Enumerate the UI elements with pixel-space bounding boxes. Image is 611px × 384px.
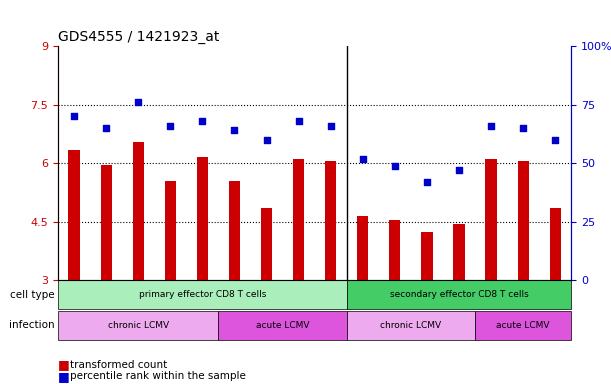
- Text: chronic LCMV: chronic LCMV: [380, 321, 442, 330]
- Bar: [347, 280, 571, 309]
- Point: [230, 127, 240, 134]
- Point: [294, 118, 304, 124]
- Bar: [357, 216, 368, 280]
- Text: infection: infection: [9, 320, 55, 331]
- Bar: [325, 161, 336, 280]
- Point: [69, 113, 79, 119]
- Point: [518, 125, 528, 131]
- Bar: [197, 157, 208, 280]
- Bar: [58, 280, 347, 309]
- Bar: [133, 142, 144, 280]
- Text: acute LCMV: acute LCMV: [256, 321, 309, 330]
- Point: [422, 179, 432, 185]
- Bar: [101, 165, 112, 280]
- Text: ■: ■: [58, 358, 70, 371]
- Point: [197, 118, 207, 124]
- Bar: [347, 311, 475, 340]
- Point: [326, 122, 335, 129]
- Text: acute LCMV: acute LCMV: [496, 321, 550, 330]
- Bar: [68, 149, 79, 280]
- Bar: [550, 208, 561, 280]
- Bar: [58, 311, 219, 340]
- Point: [486, 122, 496, 129]
- Bar: [453, 224, 464, 280]
- Point: [390, 162, 400, 169]
- Bar: [389, 220, 400, 280]
- Point: [262, 137, 271, 143]
- Bar: [518, 161, 529, 280]
- Text: primary effector CD8 T cells: primary effector CD8 T cells: [139, 290, 266, 299]
- Bar: [261, 208, 272, 280]
- Text: chronic LCMV: chronic LCMV: [108, 321, 169, 330]
- Point: [101, 125, 111, 131]
- Bar: [422, 232, 433, 280]
- Bar: [475, 311, 571, 340]
- Text: GDS4555 / 1421923_at: GDS4555 / 1421923_at: [58, 30, 219, 44]
- Point: [358, 156, 368, 162]
- Bar: [219, 311, 347, 340]
- Text: ■: ■: [58, 370, 70, 383]
- Point: [454, 167, 464, 173]
- Point: [551, 137, 560, 143]
- Bar: [229, 181, 240, 280]
- Text: cell type: cell type: [10, 290, 55, 300]
- Bar: [486, 159, 497, 280]
- Bar: [293, 159, 304, 280]
- Text: percentile rank within the sample: percentile rank within the sample: [70, 371, 246, 381]
- Text: transformed count: transformed count: [70, 360, 167, 370]
- Bar: [165, 181, 176, 280]
- Point: [133, 99, 143, 105]
- Point: [166, 122, 175, 129]
- Text: secondary effector CD8 T cells: secondary effector CD8 T cells: [390, 290, 529, 299]
